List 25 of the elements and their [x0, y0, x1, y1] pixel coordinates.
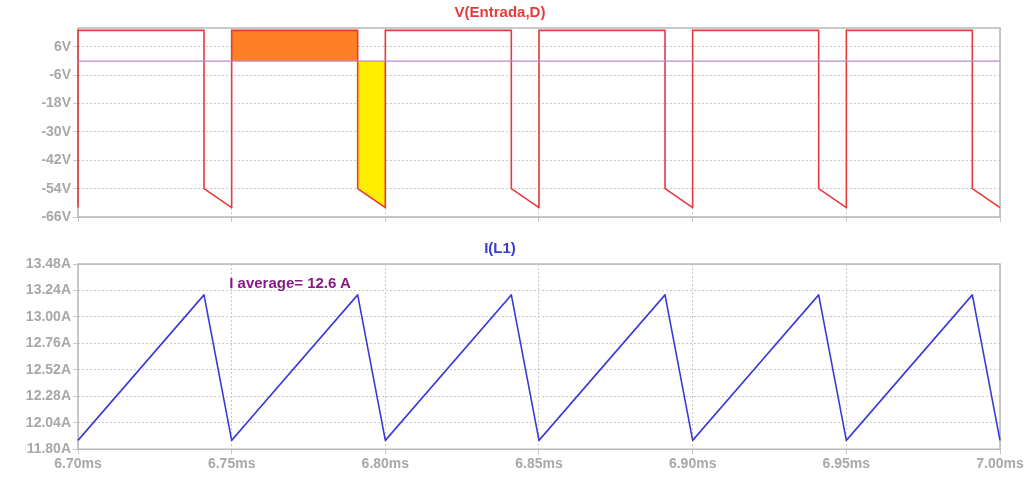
y-tick-label: 12.52A — [25, 360, 71, 377]
y-tick-label: 6V — [53, 37, 72, 54]
x-tick-label: 6.80ms — [361, 455, 410, 472]
y-tick-label: 12.28A — [25, 387, 71, 404]
y-tick-label: -54V — [41, 179, 72, 196]
y-tick-label: 11.80A — [26, 440, 71, 457]
y-tick-label: 12.76A — [25, 334, 71, 351]
x-tick-label: 6.75ms — [207, 455, 256, 472]
x-tick-label: 6.90ms — [668, 455, 717, 472]
y-tick-label: 13.00A — [25, 307, 71, 324]
x-tick-label: 6.70ms — [54, 455, 102, 472]
y-tick-label: -42V — [41, 151, 72, 168]
y-tick-label: -66V — [41, 207, 72, 224]
x-tick-label: 6.95ms — [822, 455, 871, 472]
x-tick-label: 7.00ms — [976, 455, 1024, 472]
y-tick-label: -18V — [41, 94, 72, 111]
chart-title: I(L1) — [484, 239, 516, 257]
annotation: I average= 12.6 A — [229, 274, 351, 292]
y-tick-label: 13.48A — [25, 254, 71, 271]
y-tick-label: -6V — [49, 66, 72, 83]
x-tick-label: 6.85ms — [515, 455, 563, 472]
y-tick-label: 13.24A — [25, 281, 71, 298]
y-tick-label: -30V — [41, 122, 72, 139]
chart-title: V(Entrada,D) — [454, 3, 546, 21]
y-tick-label: 12.04A — [25, 413, 71, 430]
